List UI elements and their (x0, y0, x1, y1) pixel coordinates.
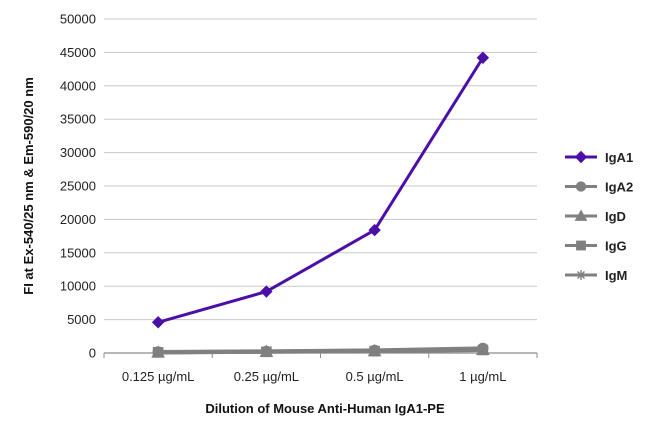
legend: IgA1 IgA2 IgD IgG IgM (565, 150, 633, 283)
series-lines (151, 51, 490, 358)
x-tick-label: 0.5 µg/mL (346, 369, 404, 384)
y-tick-label: 0 (89, 346, 96, 361)
y-tick-label: 20000 (60, 212, 96, 227)
y-tick-label: 40000 (60, 78, 96, 93)
x-tick-label: 1 µg/mL (459, 369, 506, 384)
y-tick-label: 30000 (60, 145, 96, 160)
series-iga2 (152, 342, 489, 358)
y-tick-label: 5000 (67, 312, 96, 327)
y-tick-label: 50000 (60, 12, 96, 27)
legend-label: IgD (605, 209, 626, 224)
data-point-marker (151, 316, 165, 329)
data-point-marker (477, 342, 489, 354)
y-tick-label: 45000 (60, 45, 96, 60)
x-tick-labels: 0.125 µg/mL 0.25 µg/mL 0.5 µg/mL 1 µg/mL (122, 369, 507, 384)
data-point-marker (574, 150, 588, 164)
data-point-marker (260, 345, 272, 357)
legend-label: IgG (605, 239, 627, 254)
data-point-marker (369, 344, 381, 356)
y-axis-title: FI at Ex-540/25 nm & Em-590/20 nm (21, 77, 36, 294)
legend-item: IgA1 (565, 150, 633, 165)
data-point-marker (576, 270, 586, 280)
y-tick-labels: 0 5000 10000 15000 20000 25000 30000 35000 40000… (60, 12, 96, 361)
legend-label: IgM (605, 268, 627, 283)
y-tick-label: 35000 (60, 112, 96, 127)
legend-label: IgA1 (605, 150, 633, 165)
legend-item: IgA2 (565, 180, 633, 195)
x-tick-label: 0.125 µg/mL (122, 369, 195, 384)
x-tick-label: 0.25 µg/mL (234, 369, 299, 384)
series-line (157, 56, 485, 324)
data-point-marker (576, 240, 586, 251)
data-point-marker (368, 223, 381, 237)
data-point-marker (152, 346, 164, 358)
data-point-marker (575, 181, 587, 192)
data-point-marker (574, 209, 588, 221)
legend-item: IgG (565, 239, 627, 254)
data-point-marker (260, 285, 273, 298)
series-line (158, 346, 483, 354)
gridlines (104, 18, 537, 321)
y-tick-label: 25000 (60, 179, 96, 194)
legend-label: IgA2 (605, 180, 633, 195)
legend-item: IgM (565, 268, 627, 283)
data-point-marker (476, 51, 490, 64)
y-tick-label: 15000 (60, 245, 96, 260)
x-axis-title: Dilution of Mouse Anti-Human IgA1-PE (205, 401, 445, 416)
legend-item: IgD (565, 209, 626, 224)
series-iga1 (151, 51, 490, 329)
y-tick-label: 10000 (60, 279, 96, 294)
